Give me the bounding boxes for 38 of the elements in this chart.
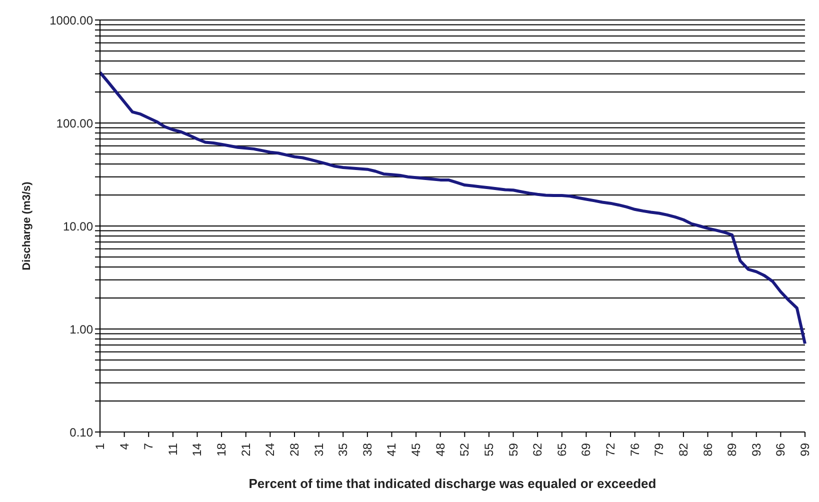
y-tick-label: 1000.00: [50, 13, 94, 28]
x-tick-label: 41: [384, 442, 399, 456]
y-tick-label: 10.00: [62, 219, 94, 234]
x-tick-label: 65: [554, 442, 569, 456]
x-tick-label: 52: [458, 442, 472, 456]
x-tick-label: 24: [263, 442, 278, 456]
x-tick-label: 48: [433, 442, 448, 456]
x-tick-label: 79: [652, 442, 666, 456]
x-tick-label: 93: [749, 442, 764, 456]
y-tick-label: 100.00: [56, 116, 94, 130]
x-tick-label: 1: [93, 442, 107, 450]
x-axis-title: Percent of time that indicated discharge was equaled or exceeded: [248, 476, 656, 491]
line-series: [98, 70, 806, 346]
x-tick-label: 99: [798, 442, 812, 456]
x-tick-label: 31: [312, 442, 326, 456]
x-tick-label: 28: [287, 442, 302, 456]
x-tick-label: 35: [336, 442, 350, 456]
x-tick-label: 59: [506, 442, 520, 456]
x-tick-label: 96: [774, 442, 788, 456]
y-axis-title: Discharge (m3/s): [20, 181, 33, 270]
x-tick-label: 89: [725, 442, 740, 456]
x-tick-label: 82: [676, 442, 690, 456]
x-tick-label: 86: [700, 442, 715, 456]
x-tick-label: 45: [409, 442, 424, 456]
x-tick-label: 14: [190, 442, 204, 456]
y-tick-label: 0.10: [70, 425, 94, 440]
x-tick-label: 76: [628, 442, 642, 456]
x-tick-label: 11: [166, 442, 180, 456]
x-tick-label: 7: [142, 442, 156, 450]
x-tick-label: 55: [482, 442, 496, 456]
x-tick-label: 18: [214, 442, 229, 456]
x-tick-label: 69: [579, 442, 594, 456]
y-tick-label: 1.00: [70, 322, 94, 336]
x-tick-label: 72: [604, 442, 618, 456]
x-tick-label: 62: [530, 442, 545, 456]
x-tick-label: 4: [117, 442, 132, 450]
x-tick-label: 38: [360, 442, 374, 456]
x-tick-label: 21: [238, 442, 253, 456]
